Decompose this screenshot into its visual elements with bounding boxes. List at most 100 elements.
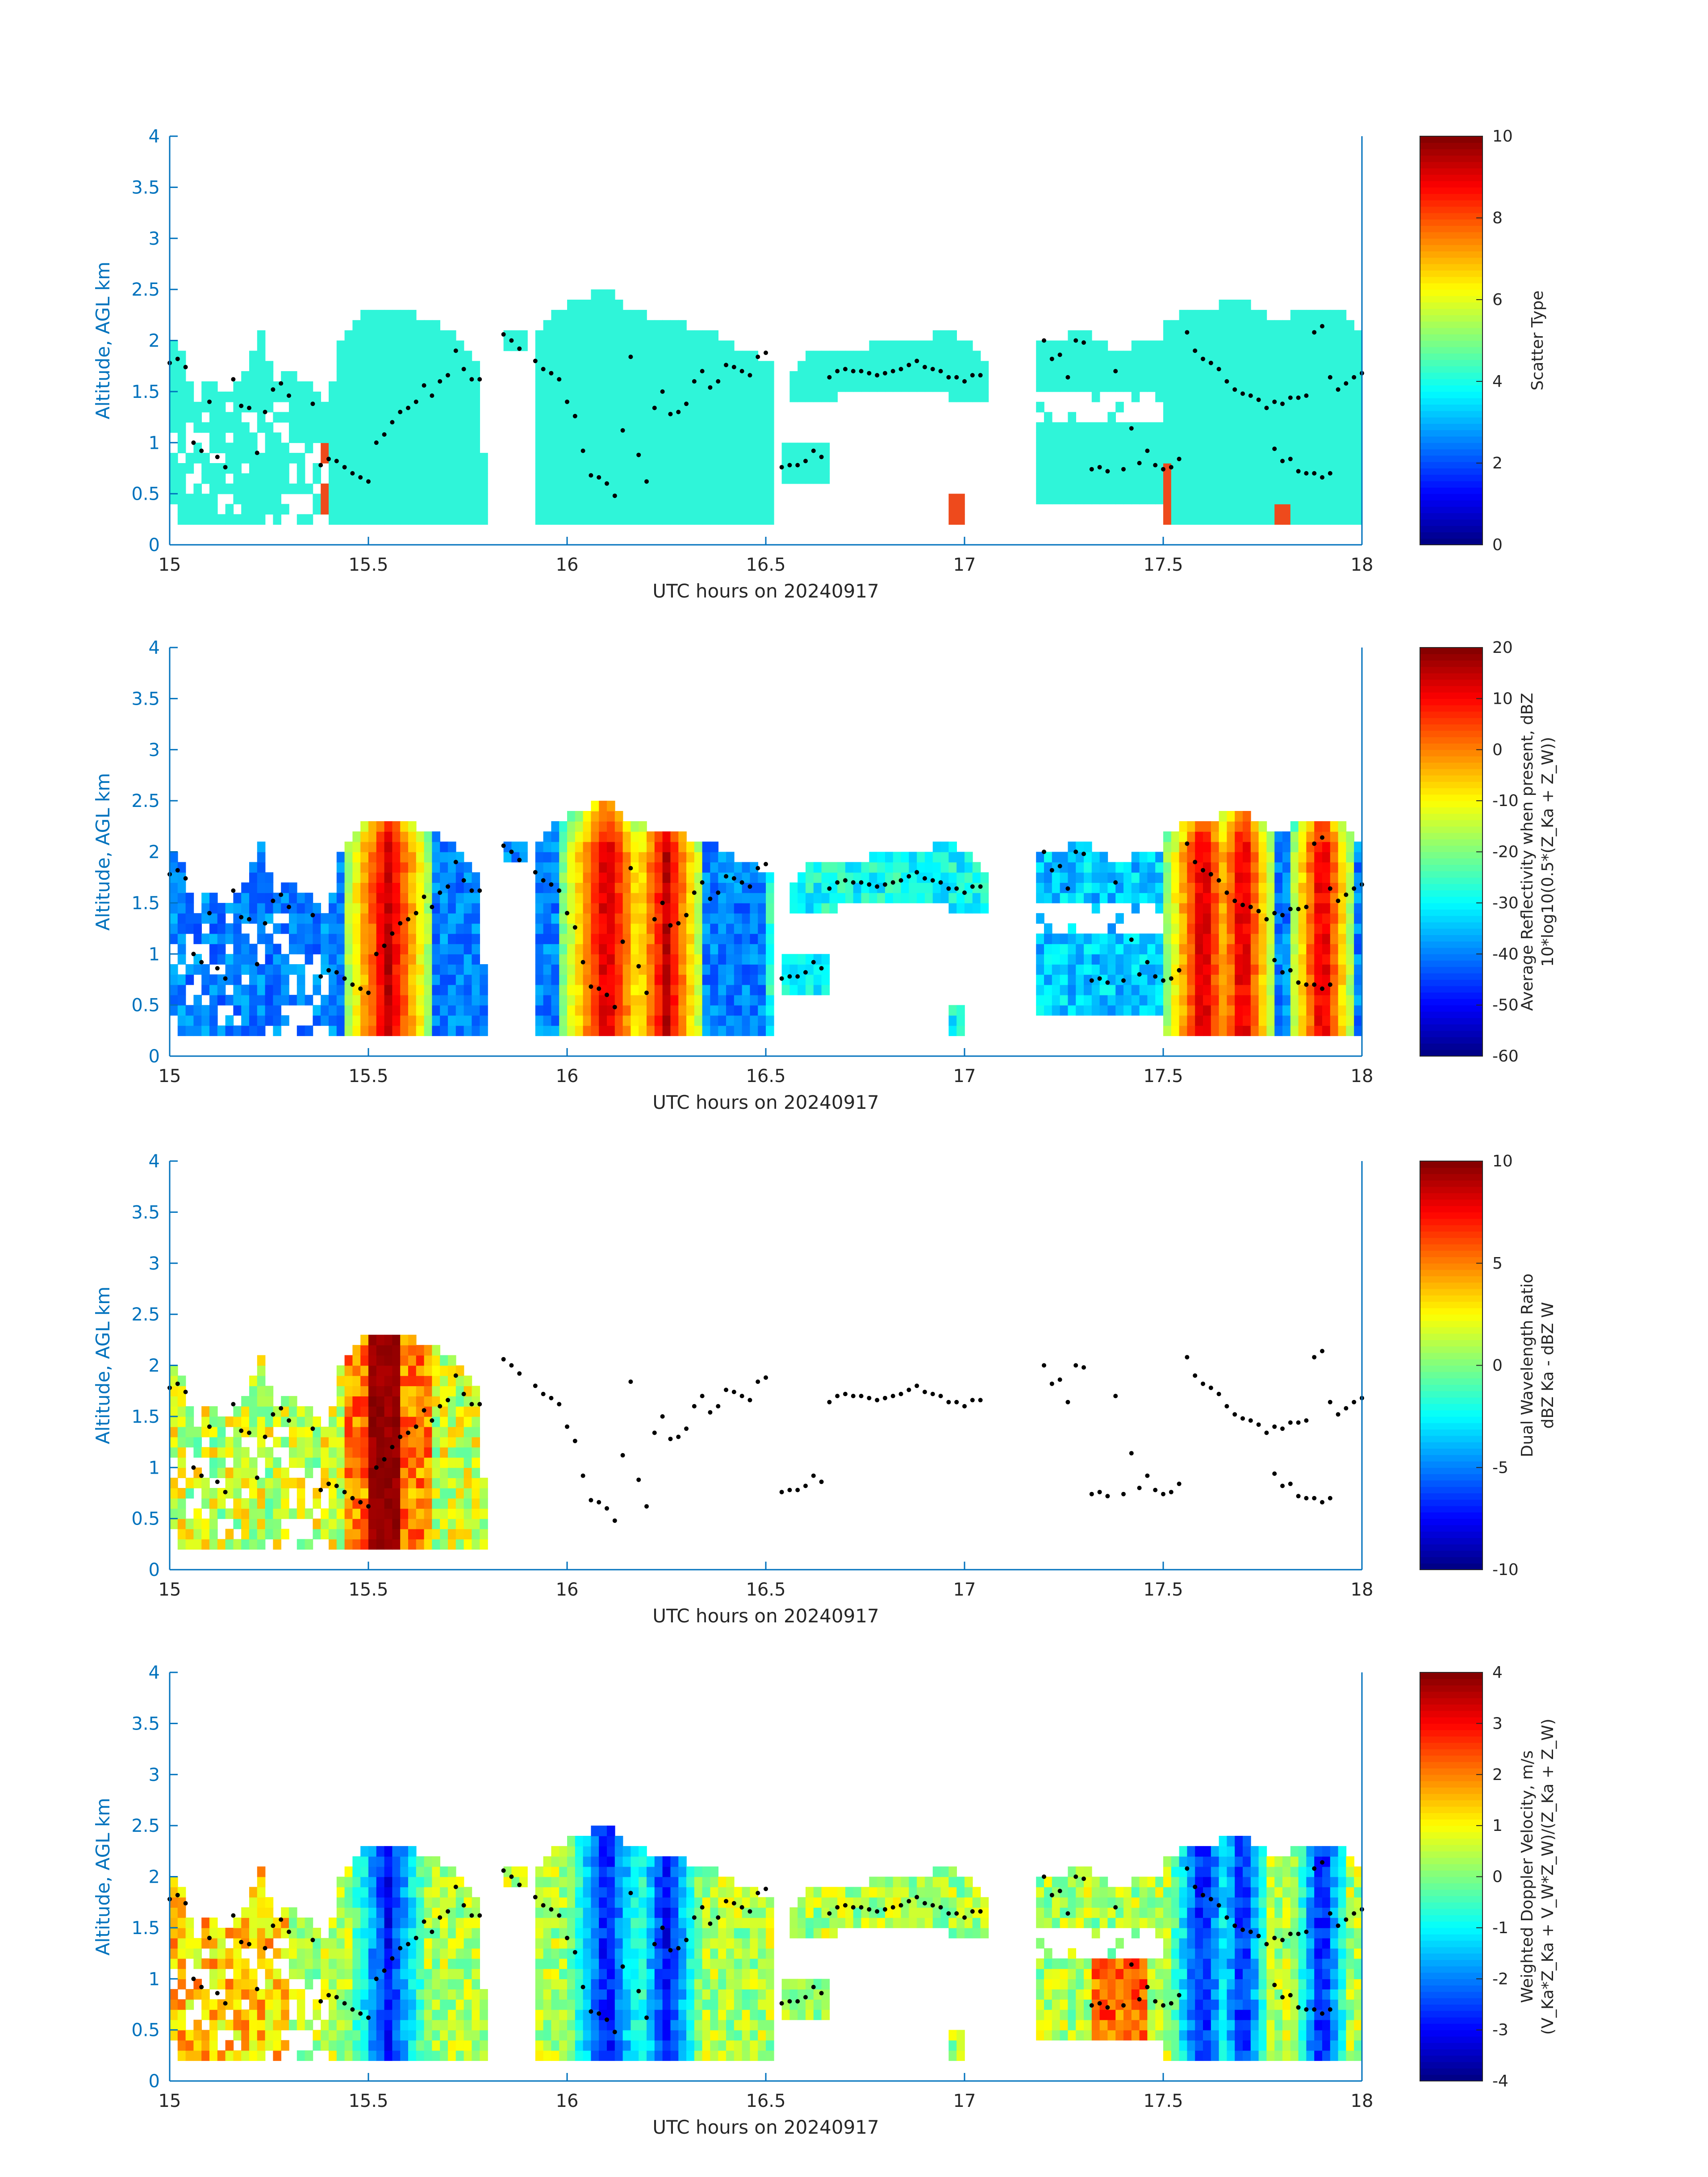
heatmap-cell [694,841,703,852]
heatmap-cell [1068,473,1076,484]
heatmap-cell [662,913,671,924]
heatmap-cell [1290,473,1299,484]
heatmap-cell [296,984,305,995]
heatmap-cell [1036,872,1044,883]
heatmap-cell [368,1025,377,1036]
heatmap-cell [1330,862,1339,873]
cloud-base-point [906,363,911,368]
heatmap-cell [1147,872,1156,883]
heatmap-cell [368,391,377,402]
heatmap-cell [1084,381,1092,392]
heatmap-cell [1171,862,1180,873]
heatmap-cell [1155,882,1164,893]
heatmap-cell [543,453,552,464]
heatmap-cell [917,872,925,883]
heatmap-cell [678,893,687,903]
heatmap-cell [1195,974,1203,985]
heatmap-cell [750,862,758,873]
heatmap-cell [400,514,409,525]
heatmap-cell [662,1005,671,1016]
heatmap-cell [448,483,456,494]
cloud-base-point [207,399,212,404]
heatmap-cell [631,351,639,362]
heatmap-cell [432,493,440,505]
heatmap-cell [575,422,584,433]
heatmap-cell [241,1498,250,1509]
heatmap-cell [607,852,615,863]
heatmap-cell [424,984,433,995]
heatmap-cell [336,882,345,893]
heatmap-cell [1147,483,1156,494]
heatmap-cell [806,974,814,985]
heatmap-cell [177,872,186,883]
heatmap-cell [599,821,607,832]
heatmap-cell [233,493,242,505]
heatmap-cell [837,882,846,893]
heatmap-cell [1060,944,1069,955]
heatmap-cell [257,351,266,362]
heatmap-cell [1123,361,1132,372]
cloud-base-point [787,463,792,468]
heatmap-cell [614,351,623,362]
heatmap-cell [1250,361,1259,372]
heatmap-cell [344,330,353,341]
heatmap-cell [631,882,639,893]
heatmap-cell [710,401,718,413]
heatmap-cell [662,1015,671,1026]
heatmap-cell [1330,504,1339,515]
heatmap-cell [1107,493,1116,505]
heatmap-cell [1219,964,1228,975]
heatmap-cell [1163,841,1172,852]
heatmap-cell [654,443,663,453]
heatmap-cell [289,483,297,494]
heatmap-cell [472,1015,480,1026]
heatmap-cell [305,1539,313,1550]
heatmap-cell [1354,872,1362,883]
heatmap-cell [400,391,409,402]
heatmap-cell [170,422,178,433]
heatmap-cell [662,954,671,965]
heatmap-cell [551,381,560,392]
heatmap-cell [376,933,385,944]
heatmap-cell [1219,371,1228,382]
heatmap-cell [273,1539,281,1550]
heatmap-cell [241,1518,250,1529]
heatmap-cell [750,1015,758,1026]
heatmap-cell [917,381,925,392]
heatmap-cell [305,954,313,965]
heatmap-cell [1282,933,1291,944]
heatmap-cell [1187,852,1195,863]
heatmap-cell [622,412,631,423]
heatmap-cell [551,984,560,995]
heatmap-cell [1195,309,1203,321]
heatmap-cell [281,964,289,975]
heatmap-cell [1250,984,1259,995]
heatmap-cell [1123,882,1132,893]
heatmap-cell [424,361,433,372]
heatmap-cell [662,340,671,351]
heatmap-cell [543,504,552,515]
cloud-base-point [1097,465,1102,470]
heatmap-cell [639,1005,647,1016]
heatmap-cell [1290,872,1299,883]
heatmap-cell [551,831,560,842]
heatmap-cell [885,872,894,883]
heatmap-cell [1306,893,1315,903]
cloud-base-point [461,878,466,883]
heatmap-cell [789,984,798,995]
heatmap-cell [567,381,576,392]
heatmap-cell [909,361,917,372]
heatmap-cell [257,913,266,924]
heatmap-cell [614,401,623,413]
heatmap-cell [321,504,329,515]
heatmap-cell [686,1005,695,1016]
heatmap-cell [424,371,433,382]
heatmap-cell [781,964,790,975]
heatmap-cell [1346,493,1354,505]
heatmap-cell [233,923,242,934]
heatmap-cell [535,422,544,433]
heatmap-cell [1235,412,1243,423]
heatmap-cell [177,473,186,484]
heatmap-cell [1187,320,1195,331]
heatmap-cell [647,872,655,883]
